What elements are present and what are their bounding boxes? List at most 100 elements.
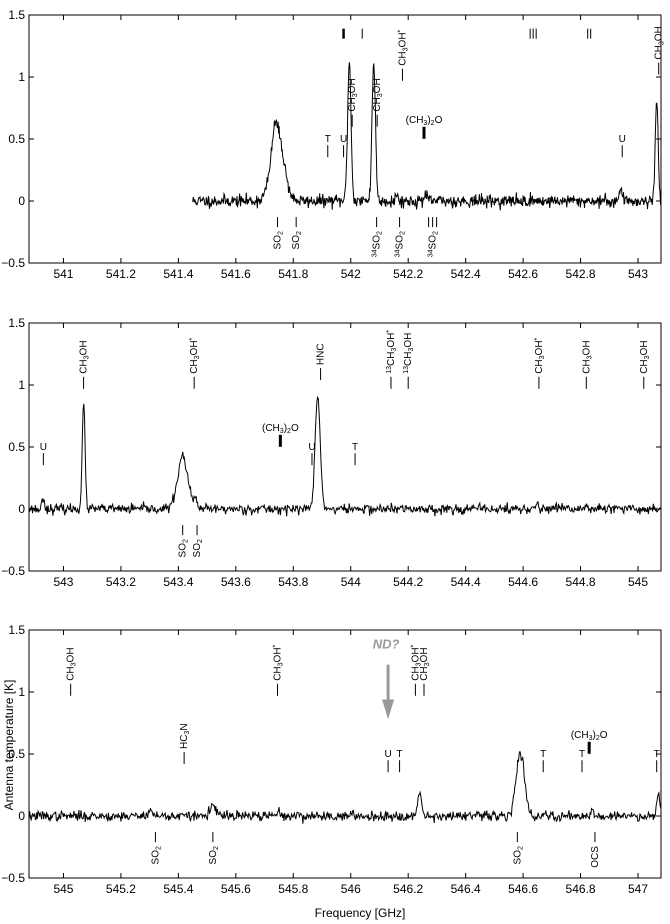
x-tick-label: 543 — [53, 575, 73, 589]
y-axis-label: Antenna temperature [K] — [2, 680, 16, 811]
x-tick-label: 547 — [628, 882, 648, 896]
plot-frame — [28, 322, 662, 572]
line-label: T — [325, 134, 331, 145]
x-tick-label: 544.8 — [566, 575, 596, 589]
x-tick-label: 546.6 — [508, 882, 538, 896]
line-label: SO2 — [178, 539, 190, 557]
line-label: SO2 — [208, 846, 220, 864]
line-label: CH3OH — [654, 26, 666, 59]
x-tick-label: 544.6 — [508, 575, 538, 589]
y-tick-label: 1.5 — [8, 623, 25, 637]
chart-panel-3: −0.5 0 0.5 1 1.5 545 545.2 545.4 545.6 545.8 546 54… — [1, 623, 662, 896]
line-label: CH3OH* — [410, 644, 422, 680]
y-tick-label: 0.5 — [8, 747, 25, 761]
x-tick-label: 543 — [628, 267, 648, 281]
line-label: CH3OH — [79, 340, 91, 373]
x-tick-label: 542.4 — [451, 267, 481, 281]
x-tick-label: 545 — [53, 882, 73, 896]
line-label: U — [619, 134, 626, 145]
line-label: HC3N — [179, 723, 191, 749]
x-tick-label: 542.6 — [508, 267, 538, 281]
chart-panel-1: −0.5 0 0.5 1 1.5 541 541.2 541.4 541.6 541.8 542 54… — [1, 8, 665, 281]
line-label: 34SO2 — [395, 231, 407, 257]
x-tick-label: 544.2 — [393, 575, 423, 589]
x-tick-label: 543.2 — [106, 575, 136, 589]
y-tick-label: −0.5 — [1, 564, 25, 578]
x-tick-label: 546 — [341, 882, 361, 896]
line-label: CH3OH* — [189, 337, 201, 373]
line-label: CH3OH — [419, 647, 431, 680]
line-label: CH3OH — [66, 647, 78, 680]
line-marker-bar — [278, 434, 282, 447]
x-tick-label: 542.2 — [393, 267, 423, 281]
y-tick-label: −0.5 — [1, 256, 25, 270]
x-tick-label: 543.8 — [278, 575, 308, 589]
line-label: SO2 — [512, 846, 524, 864]
line-label: 34SO2 — [372, 231, 384, 257]
x-tick-label: 541.2 — [106, 267, 136, 281]
x-tick-label: 542 — [341, 267, 361, 281]
line-label: 13CH3OH — [403, 333, 415, 374]
line-label: SO2 — [150, 846, 162, 864]
line-label: (CH3)2O — [262, 423, 299, 435]
line-label: CH3OH — [639, 340, 651, 373]
x-tick-label: 543.6 — [221, 575, 251, 589]
x-axis-label: Frequency [GHz] — [315, 906, 406, 920]
x-tick-label: 542.8 — [566, 267, 596, 281]
line-label: CH3OH* — [397, 29, 409, 65]
y-tick-label: 0.5 — [8, 132, 25, 146]
x-tick-label: 544.4 — [451, 575, 481, 589]
line-label: U — [40, 442, 47, 453]
line-label: CH3OH — [372, 78, 384, 111]
line-label: 34SO2 — [428, 231, 440, 257]
x-tick-label: 544 — [341, 575, 361, 589]
x-tick-label: 546.4 — [451, 882, 481, 896]
y-tick-label: 0 — [18, 809, 25, 823]
line-label: SO2 — [291, 231, 303, 249]
x-tick-label: 545.4 — [163, 882, 193, 896]
x-tick-label: 543.4 — [163, 575, 193, 589]
line-label: (CH3)2O — [406, 115, 443, 127]
line-label: U — [308, 442, 315, 453]
x-tick-label: 541.6 — [221, 267, 251, 281]
line-label: (CH3)2O — [571, 730, 608, 742]
x-tick-label: 545 — [628, 575, 648, 589]
x-tick-label: 546.2 — [393, 882, 423, 896]
line-label: OCS — [590, 846, 601, 868]
y-tick-label: 1 — [18, 685, 25, 699]
x-tick-label: 546.8 — [566, 882, 596, 896]
line-marker-bar — [422, 126, 426, 139]
y-tick-label: 0 — [18, 194, 25, 208]
x-tick-label: 545.2 — [106, 882, 136, 896]
spectrum-line — [28, 751, 662, 824]
x-tick-label: 541.4 — [163, 267, 193, 281]
line-label: CH3OH — [347, 78, 359, 111]
panels: −0.5 0 0.5 1 1.5 541 541.2 541.4 541.6 541.8 542 54… — [1, 8, 665, 896]
plot-frame — [28, 629, 662, 879]
line-label: CH3OH* — [272, 644, 284, 680]
x-tick-label: 541 — [53, 267, 73, 281]
line-marker-bar — [587, 741, 591, 754]
line-label: T — [397, 749, 403, 760]
line-label: HNC — [316, 343, 327, 365]
y-tick-label: 0 — [18, 502, 25, 516]
y-tick-label: 1.5 — [8, 316, 25, 330]
x-tick-label: 545.6 — [221, 882, 251, 896]
y-tick-label: 1 — [18, 70, 25, 84]
line-label: T — [579, 749, 585, 760]
annotation-arrow-head — [382, 699, 395, 720]
annotation-label: ND? — [373, 637, 400, 652]
line-label: 13CH3OH* — [386, 330, 398, 374]
chart-panel-2: −0.5 0 0.5 1 1.5 543 543.2 543.4 543.6 543.8 544 54… — [1, 316, 662, 589]
line-label: SO2 — [192, 539, 204, 557]
spectrum-line — [192, 62, 662, 211]
line-label: U — [340, 134, 347, 145]
spectrum-line — [28, 395, 662, 517]
line-label: T — [352, 442, 358, 453]
y-tick-label: 0.5 — [8, 440, 25, 454]
line-label: CH3OH* — [534, 337, 546, 373]
x-tick-label: 541.8 — [278, 267, 308, 281]
y-tick-label: 1 — [18, 378, 25, 392]
line-label: SO2 — [272, 231, 284, 249]
